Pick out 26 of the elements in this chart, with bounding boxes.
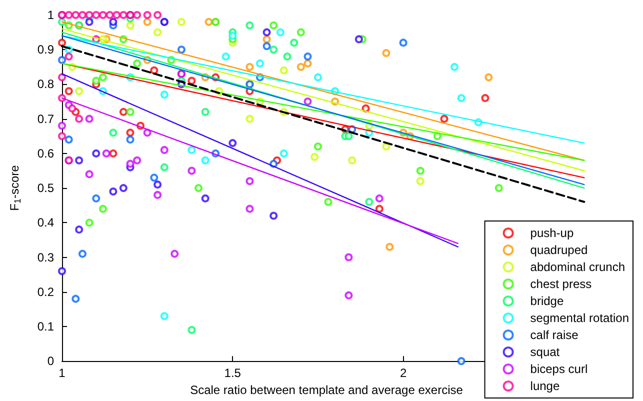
y-tick-label: 0.4 (37, 216, 54, 230)
legend-label: quadruped (530, 243, 588, 257)
legend-label: biceps curl (530, 362, 588, 376)
legend-label: calf raise (530, 328, 579, 342)
y-tick-label: 0.2 (37, 284, 54, 299)
y-tick-label: 0.3 (37, 250, 54, 264)
y-tick-label: 0.6 (37, 146, 54, 160)
y-tick-label: 0.1 (37, 319, 54, 334)
y-tick-label: 0.9 (37, 42, 54, 57)
legend-label: lunge (530, 379, 560, 393)
x-axis-title: Scale ratio between template and average exercise (190, 383, 464, 397)
y-tick-label: 0.7 (37, 112, 54, 126)
legend-label: bridge (530, 294, 564, 308)
legend-label: abdominal crunch (530, 260, 626, 274)
x-tick-label: 1.5 (224, 366, 242, 380)
y-tick-label: 1 (47, 8, 54, 22)
y-tick-label: 0.5 (37, 181, 54, 196)
y-tick-label: 0 (47, 354, 54, 368)
legend-label: squat (530, 345, 560, 359)
legend-label: segmental rotation (530, 311, 630, 325)
x-tick-label: 2 (400, 366, 407, 380)
legend-label: chest press (530, 277, 592, 291)
x-tick-label: 1 (58, 366, 66, 380)
legend-label: push-up (530, 226, 574, 240)
y-tick-label: 0.8 (37, 77, 54, 92)
y-axis-title: F1-score (8, 164, 22, 211)
